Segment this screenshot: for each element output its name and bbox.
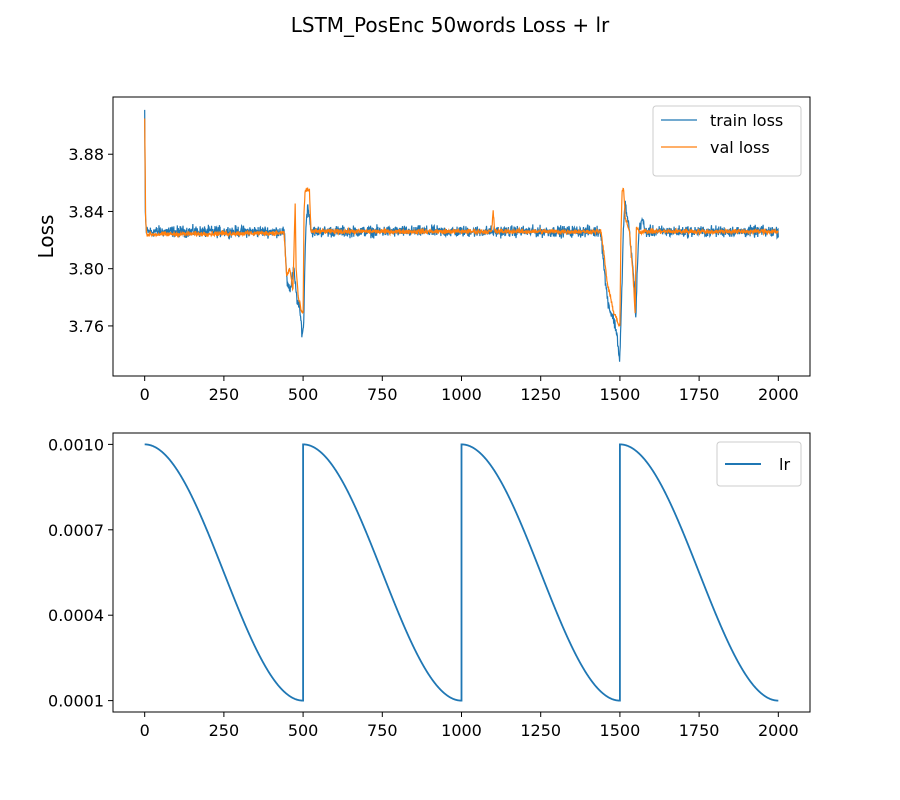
x-tick-label: 250	[209, 721, 240, 740]
y-tick-label: 0.0001	[48, 692, 104, 711]
y-tick-label: 3.88	[68, 145, 104, 164]
y-tick-label: 3.84	[68, 202, 104, 221]
y-tick-label: 0.0007	[48, 521, 104, 540]
series-line-lr	[144, 443, 779, 702]
y-tick-label: 0.0010	[48, 435, 104, 454]
x-tick-label: 1500	[600, 721, 641, 740]
loss-plot: 0 250 500 750 1000 1250 1500 1750 2000 3.76 3.80 3.…	[34, 96, 811, 404]
x-tick-label: 750	[367, 721, 398, 740]
y-tick-label: 3.76	[68, 317, 104, 336]
legend-entry: val loss	[710, 138, 770, 157]
legend: lr	[716, 441, 802, 487]
x-tick-label: 1000	[441, 721, 482, 740]
y-axis-label: Loss	[34, 215, 58, 259]
x-tick-label: 500	[288, 721, 319, 740]
x-tick-label: 0	[140, 385, 150, 404]
legend: train loss val loss	[652, 105, 802, 177]
x-tick-label: 0	[140, 721, 150, 740]
x-tick-label: 1500	[600, 385, 641, 404]
x-tick-label: 2000	[758, 721, 799, 740]
y-tick-label: 3.80	[68, 260, 104, 279]
series-line-val-loss	[144, 118, 779, 328]
x-tick-label: 1000	[441, 385, 482, 404]
x-tick-label: 2000	[758, 385, 799, 404]
figure-title: LSTM_PosEnc 50words Loss + lr	[291, 13, 610, 37]
x-tick-label: 500	[288, 385, 319, 404]
x-tick-label: 250	[209, 385, 240, 404]
legend-entry: train loss	[710, 111, 783, 130]
x-tick-label: 1250	[520, 385, 561, 404]
x-tick-label: 1750	[679, 721, 720, 740]
y-tick-label: 0.0004	[48, 606, 104, 625]
legend-entry: lr	[779, 455, 790, 474]
x-tick-label: 1750	[679, 385, 720, 404]
x-tick-label: 750	[367, 385, 398, 404]
lr-plot: 0 250 500 750 1000 1250 1500 1750 2000 0.0001 0.00…	[48, 432, 811, 740]
x-tick-label: 1250	[520, 721, 561, 740]
legend-box	[652, 105, 802, 177]
